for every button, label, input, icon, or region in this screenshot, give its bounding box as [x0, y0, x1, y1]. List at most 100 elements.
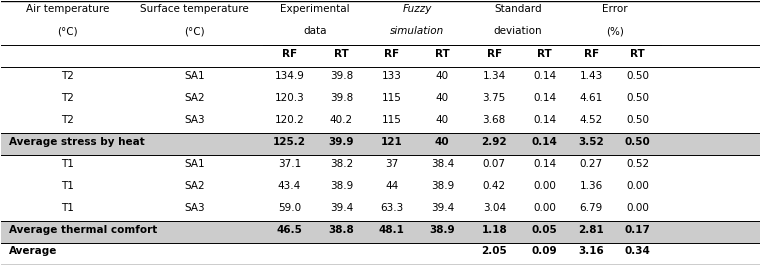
Text: 0.50: 0.50 [626, 115, 649, 125]
Text: 44: 44 [385, 181, 399, 191]
Text: 120.3: 120.3 [275, 93, 304, 103]
Text: 0.14: 0.14 [532, 137, 558, 147]
Text: 134.9: 134.9 [275, 71, 304, 81]
Text: 0.14: 0.14 [533, 71, 556, 81]
Text: 1.18: 1.18 [482, 225, 507, 235]
Text: Experimental: Experimental [280, 4, 350, 14]
Text: 0.07: 0.07 [482, 159, 506, 169]
Text: T1: T1 [62, 181, 74, 191]
Text: 3.04: 3.04 [482, 203, 506, 213]
Text: 4.61: 4.61 [580, 93, 603, 103]
Text: Air temperature: Air temperature [26, 4, 110, 14]
Text: 120.2: 120.2 [275, 115, 304, 125]
Text: 46.5: 46.5 [276, 225, 302, 235]
Text: 115: 115 [382, 115, 402, 125]
Text: RT: RT [334, 49, 349, 59]
Text: 39.4: 39.4 [330, 203, 353, 213]
Text: 6.79: 6.79 [580, 203, 603, 213]
Text: 0.00: 0.00 [626, 203, 649, 213]
Text: 0.05: 0.05 [532, 225, 558, 235]
Text: simulation: simulation [390, 26, 444, 36]
Text: RT: RT [630, 49, 645, 59]
Text: 125.2: 125.2 [273, 137, 306, 147]
Text: 0.14: 0.14 [533, 115, 556, 125]
Text: 40: 40 [435, 137, 450, 147]
Text: 39.8: 39.8 [330, 93, 353, 103]
Text: T1: T1 [62, 159, 74, 169]
Text: SA2: SA2 [184, 181, 205, 191]
Text: 0.50: 0.50 [626, 93, 649, 103]
Text: 0.14: 0.14 [533, 93, 556, 103]
Bar [2, 221, 759, 243]
Text: 3.16: 3.16 [578, 247, 604, 256]
Text: 1.43: 1.43 [580, 71, 603, 81]
Text: Fuzzy: Fuzzy [403, 4, 432, 14]
Text: 0.14: 0.14 [533, 159, 556, 169]
Text: 43.4: 43.4 [278, 181, 301, 191]
Text: 2.81: 2.81 [578, 225, 604, 235]
Text: SA3: SA3 [184, 115, 205, 125]
Text: T1: T1 [62, 203, 74, 213]
Text: 3.68: 3.68 [482, 115, 506, 125]
Text: 2.92: 2.92 [482, 137, 507, 147]
Text: 121: 121 [381, 137, 403, 147]
Text: 63.3: 63.3 [380, 203, 403, 213]
Text: (°C): (°C) [184, 26, 205, 36]
Text: 0.50: 0.50 [625, 137, 651, 147]
Text: 0.50: 0.50 [626, 71, 649, 81]
Text: 0.42: 0.42 [482, 181, 506, 191]
Text: 133: 133 [382, 71, 402, 81]
Text: SA1: SA1 [184, 71, 205, 81]
Text: 38.9: 38.9 [330, 181, 353, 191]
Text: 59.0: 59.0 [278, 203, 301, 213]
Text: Standard: Standard [495, 4, 542, 14]
Text: 3.52: 3.52 [578, 137, 604, 147]
Text: 38.9: 38.9 [429, 225, 455, 235]
Text: T2: T2 [62, 115, 74, 125]
Text: RF: RF [384, 49, 400, 59]
Text: SA2: SA2 [184, 93, 205, 103]
Text: 37: 37 [385, 159, 399, 169]
Text: SA1: SA1 [184, 159, 205, 169]
Text: RF: RF [282, 49, 297, 59]
Text: SA3: SA3 [184, 203, 205, 213]
Text: Error: Error [602, 4, 628, 14]
Bar [2, 133, 759, 155]
Text: 40: 40 [436, 71, 449, 81]
Text: 0.00: 0.00 [533, 203, 556, 213]
Text: 1.34: 1.34 [482, 71, 506, 81]
Text: 3.75: 3.75 [482, 93, 506, 103]
Text: 0.52: 0.52 [626, 159, 649, 169]
Text: 1.36: 1.36 [580, 181, 603, 191]
Text: Average: Average [9, 247, 57, 256]
Text: 0.00: 0.00 [533, 181, 556, 191]
Text: 37.1: 37.1 [278, 159, 301, 169]
Text: 0.27: 0.27 [580, 159, 603, 169]
Text: RF: RF [584, 49, 599, 59]
Text: data: data [303, 26, 326, 36]
Text: 40: 40 [436, 93, 449, 103]
Text: 38.8: 38.8 [329, 225, 355, 235]
Text: deviation: deviation [494, 26, 543, 36]
Text: 0.00: 0.00 [626, 181, 649, 191]
Text: T2: T2 [62, 93, 74, 103]
Text: 115: 115 [382, 93, 402, 103]
Text: 39.8: 39.8 [330, 71, 353, 81]
Text: 38.2: 38.2 [330, 159, 353, 169]
Text: 40.2: 40.2 [330, 115, 353, 125]
Text: 38.9: 38.9 [431, 181, 454, 191]
Text: Surface temperature: Surface temperature [140, 4, 249, 14]
Text: 38.4: 38.4 [431, 159, 454, 169]
Text: 39.4: 39.4 [431, 203, 454, 213]
Text: 39.9: 39.9 [329, 137, 354, 147]
Text: 48.1: 48.1 [379, 225, 405, 235]
Text: (%): (%) [606, 26, 624, 36]
Text: Average thermal comfort: Average thermal comfort [9, 225, 158, 235]
Text: 40: 40 [436, 115, 449, 125]
Text: RT: RT [537, 49, 552, 59]
Text: (°C): (°C) [57, 26, 78, 36]
Text: T2: T2 [62, 71, 74, 81]
Text: RT: RT [435, 49, 450, 59]
Text: 0.17: 0.17 [625, 225, 651, 235]
Text: 0.34: 0.34 [625, 247, 651, 256]
